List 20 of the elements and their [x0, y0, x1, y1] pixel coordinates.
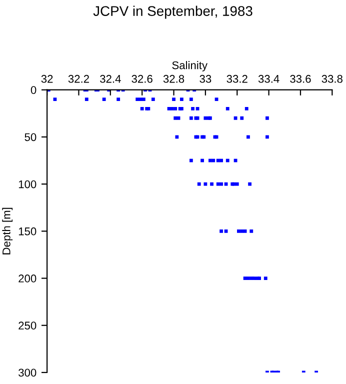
x-tick-label: 33.4 [258, 74, 280, 83]
y-tick-label: 0 [30, 86, 36, 94]
x-tick-label: 32.4 [100, 74, 121, 83]
y-tick-label: 50 [24, 133, 36, 142]
y-tick-label: 200 [18, 274, 36, 282]
x-tick-label: 33.6 [290, 74, 311, 83]
y-axis-title: Depth [m] [2, 208, 13, 254]
x-tick-label: 32 [41, 74, 53, 83]
x-tick-label: 32.2 [68, 74, 89, 83]
y-tick-label: 300 [18, 368, 36, 377]
x-tick-label: 33.8 [322, 74, 342, 83]
x-tick-label: 32.8 [163, 74, 184, 83]
y-tick-label: 100 [18, 180, 36, 188]
chart-title: JCPV in September, 1983 [93, 6, 252, 19]
x-axis-title: Salinity [172, 61, 208, 72]
x-tick-label: 32.6 [132, 74, 152, 83]
x-tick-label: 33 [200, 74, 212, 83]
y-tick-label: 250 [18, 322, 36, 330]
y-tick-label: 150 [18, 227, 36, 236]
x-tick-label: 33.2 [226, 74, 248, 83]
